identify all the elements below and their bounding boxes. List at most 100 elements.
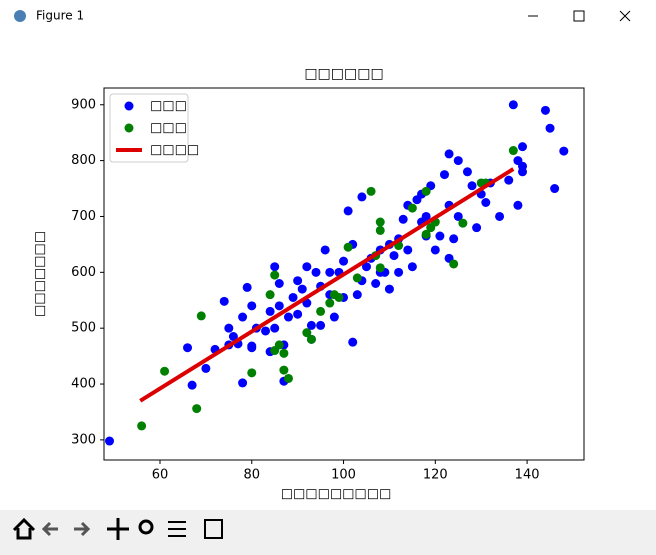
point <box>481 198 491 208</box>
point <box>361 262 371 272</box>
point <box>316 306 326 316</box>
point <box>265 290 275 300</box>
point <box>265 306 275 316</box>
legend-label: □□□ <box>150 99 187 114</box>
chart-title: □□□□□□ <box>304 66 383 82</box>
point <box>518 167 528 177</box>
point <box>160 366 170 376</box>
maximize-button[interactable] <box>573 10 585 22</box>
point <box>352 290 362 300</box>
toolbar <box>0 510 656 555</box>
point <box>375 263 385 273</box>
point <box>504 175 514 185</box>
x-tick-label: 80 <box>243 468 260 483</box>
point <box>306 334 316 344</box>
x-tick-label: 120 <box>423 468 448 483</box>
y-tick-label: 400 <box>71 377 96 392</box>
point <box>398 214 408 224</box>
point <box>192 404 202 414</box>
point <box>421 229 431 239</box>
point <box>274 301 284 311</box>
app-icon <box>14 10 26 22</box>
point <box>279 365 289 375</box>
point <box>302 262 312 272</box>
legend-marker <box>124 101 134 111</box>
legend-marker <box>124 123 134 133</box>
zoom-button[interactable] <box>138 519 154 535</box>
line <box>139 167 515 403</box>
point <box>348 337 358 347</box>
point <box>274 340 284 350</box>
point <box>403 245 413 255</box>
point <box>320 245 330 255</box>
point <box>242 282 252 292</box>
forward-button[interactable] <box>74 521 91 537</box>
point <box>302 328 312 338</box>
point <box>453 156 463 166</box>
legend-label: □□□ <box>150 121 187 136</box>
save-button[interactable] <box>204 519 223 539</box>
y-tick-label: 500 <box>71 321 96 336</box>
y-axis-label: □□□□□□□ <box>33 231 48 317</box>
point <box>224 323 234 333</box>
point <box>343 206 353 216</box>
point <box>439 170 449 180</box>
y-tick-label: 900 <box>71 97 96 112</box>
point <box>270 323 280 333</box>
configure-button[interactable] <box>168 521 186 537</box>
point <box>334 292 344 302</box>
point <box>550 184 560 194</box>
point <box>513 200 523 210</box>
point <box>518 142 528 152</box>
y-tick-label: 700 <box>71 209 96 224</box>
point <box>472 223 482 233</box>
point <box>270 262 280 272</box>
window-title: Figure 1 <box>36 9 84 23</box>
home-button[interactable] <box>12 517 36 540</box>
point <box>238 378 248 388</box>
point <box>559 146 569 156</box>
x-axis-label: □□□□□□□□□ <box>281 487 392 502</box>
x-tick-label: 60 <box>152 468 169 483</box>
point <box>384 284 394 294</box>
point <box>329 312 339 322</box>
point <box>238 312 248 322</box>
point <box>540 105 550 115</box>
point <box>444 149 454 159</box>
point <box>371 278 381 288</box>
point <box>201 363 211 373</box>
point <box>467 181 477 191</box>
y-tick-label: 600 <box>71 265 96 280</box>
close-button[interactable] <box>619 10 631 22</box>
point <box>283 373 293 383</box>
point <box>462 167 472 177</box>
point <box>288 292 298 302</box>
point <box>196 311 206 321</box>
point <box>508 146 518 156</box>
point <box>137 421 147 431</box>
point <box>394 267 404 277</box>
point <box>325 298 335 308</box>
point <box>343 242 353 252</box>
point <box>270 270 280 280</box>
y-tick-label: 800 <box>71 153 96 168</box>
back-button[interactable] <box>41 521 58 537</box>
point <box>283 312 293 322</box>
point <box>247 301 257 311</box>
point <box>357 192 367 202</box>
point <box>228 332 238 342</box>
x-tick-label: 140 <box>515 468 540 483</box>
point <box>449 259 459 269</box>
pan-button[interactable] <box>107 518 129 540</box>
point <box>293 309 303 319</box>
legend <box>109 93 189 163</box>
point <box>375 225 385 235</box>
point <box>421 186 431 196</box>
point <box>375 217 385 227</box>
point <box>458 218 468 228</box>
point <box>306 320 316 330</box>
point <box>449 234 459 244</box>
point <box>545 123 555 133</box>
